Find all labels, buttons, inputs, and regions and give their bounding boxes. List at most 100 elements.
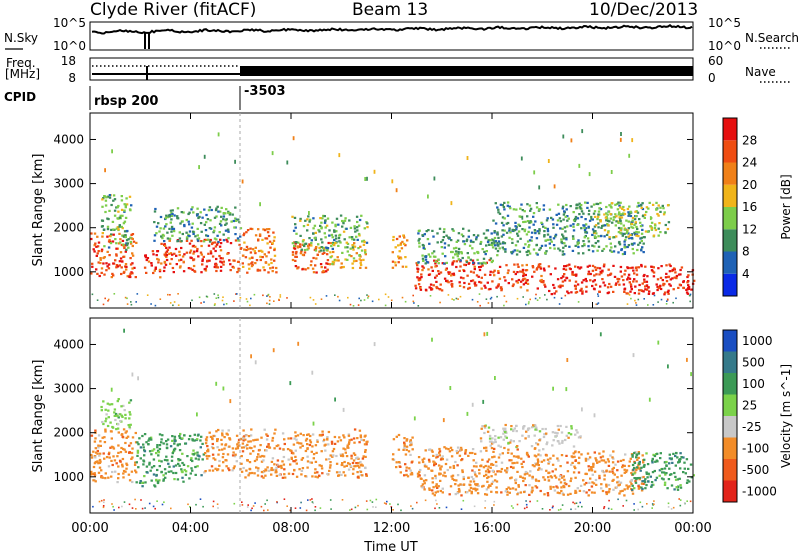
echo-cell (639, 204, 643, 207)
echo-cell (475, 465, 478, 468)
echo-cell (617, 231, 621, 234)
echo-cell (460, 233, 464, 236)
echo-cell (163, 240, 166, 243)
echo-cell (525, 451, 529, 454)
echo-cell (356, 220, 359, 224)
echo-cell (645, 452, 648, 455)
echo-cell (641, 246, 644, 249)
echo-cell (501, 246, 504, 249)
echo-cell (625, 219, 628, 222)
echo-cell (614, 224, 617, 227)
cpid-label: CPID (4, 90, 36, 104)
echo-cell (399, 465, 402, 468)
echo-cell (536, 458, 540, 461)
echo-cell (608, 237, 611, 240)
echo-cell (521, 264, 524, 267)
echo-cell (250, 471, 254, 475)
echo-cell (156, 481, 160, 485)
echo-cell (457, 247, 461, 250)
echo-cell (364, 449, 367, 452)
echo-cell (631, 266, 634, 269)
echo-cell (494, 473, 497, 476)
echo-cell (640, 482, 644, 485)
echo-cell (196, 214, 199, 217)
nsky-label: N.Sky (4, 31, 38, 45)
echo-cell (199, 498, 202, 500)
echo-cell (205, 238, 208, 241)
echo-cell (527, 302, 530, 305)
echo-cell (504, 490, 507, 493)
echo-cell (510, 425, 513, 428)
echo-cell (127, 473, 131, 476)
echo-cell (258, 448, 261, 452)
echo-cell (308, 237, 311, 240)
echo-cell (269, 267, 272, 270)
echo-cell (536, 443, 540, 446)
echo-cell (238, 243, 241, 246)
echo-cell (153, 234, 157, 237)
echo-cell (117, 444, 120, 447)
echo-cell (114, 470, 117, 473)
echo-cell (170, 455, 174, 458)
echo-cell (439, 288, 442, 291)
echo-cell (194, 457, 198, 460)
echo-cell (300, 469, 304, 472)
echo-cell (676, 456, 679, 459)
echo-cell (652, 483, 655, 486)
echo-cell (192, 259, 195, 262)
echo-cell (567, 436, 570, 439)
echo-cell (390, 299, 393, 302)
echo-cell (109, 242, 113, 245)
echo-cell (624, 269, 627, 272)
echo-cell (112, 262, 115, 265)
echo-cell (526, 506, 528, 509)
echo-cell (267, 446, 271, 449)
echo-cell (461, 470, 464, 474)
echo-cell (540, 460, 543, 463)
echo-cell (574, 215, 578, 219)
echo-cell (327, 443, 330, 446)
echo-cell (434, 265, 437, 268)
echo-cell (592, 465, 595, 468)
echo-cell (251, 227, 254, 231)
echo-cell (131, 262, 134, 265)
echo-cell (514, 221, 517, 224)
echo-cell (114, 238, 117, 241)
echo-cell (272, 231, 275, 234)
echo-cell (497, 211, 500, 214)
echo-cell (301, 240, 305, 243)
echo-cell (358, 254, 361, 257)
echo-cell (140, 499, 142, 501)
echo-cell (320, 221, 323, 224)
echo-cell (131, 244, 134, 248)
echo-cell (545, 432, 548, 435)
echo-cell (120, 225, 123, 228)
echo-cell (510, 428, 513, 431)
echo-cell (122, 271, 126, 274)
echo-cell (99, 257, 102, 260)
echo-cell (552, 237, 556, 240)
echo-cell (326, 472, 329, 476)
echo-cell (498, 247, 501, 250)
echo-cell (328, 469, 331, 472)
echo-cell (182, 270, 186, 273)
echo-cell (304, 449, 308, 453)
echo-cell (611, 461, 615, 464)
echo-cell (397, 244, 400, 247)
echo-cell (489, 466, 492, 469)
echo-cell (335, 230, 338, 233)
echo-cell (326, 247, 330, 250)
echo-cell (270, 467, 273, 470)
echo-cell (519, 286, 523, 289)
echo-cell (234, 239, 238, 242)
echo-cell (659, 284, 662, 287)
echo-cell (416, 276, 419, 279)
echo-cell (165, 214, 168, 217)
echo-cell (659, 231, 662, 234)
echo-cell (499, 203, 503, 206)
echo-cell (616, 280, 620, 283)
echo-cell (188, 223, 191, 226)
echo-cell (500, 288, 503, 291)
echo-cell (630, 288, 633, 291)
echo-cell (634, 299, 636, 302)
